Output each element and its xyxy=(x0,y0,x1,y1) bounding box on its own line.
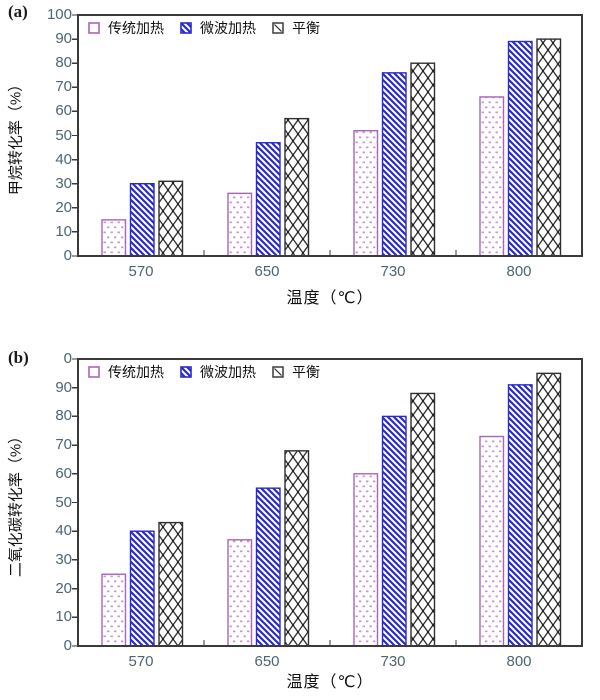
bar-平衡-650 xyxy=(284,117,310,257)
y-tick-label: 20 xyxy=(55,579,72,597)
legend-label: 微波加热 xyxy=(200,20,256,36)
legend-item: 传统加热 xyxy=(88,18,164,38)
y-axis-title-b: 二氧化碳转化率（%） xyxy=(7,428,25,578)
bar-传统加热-800 xyxy=(479,96,505,257)
y-tick-label: 60 xyxy=(55,102,72,120)
bar-微波加热-730 xyxy=(381,72,407,257)
y-tick-label: 90 xyxy=(55,30,72,48)
bar-微波加热-800 xyxy=(507,384,533,647)
legend-label: 平衡 xyxy=(292,20,320,36)
bar-平衡-650 xyxy=(284,450,310,647)
chart-b: (b) 二氧化碳转化率（%） 温度（℃） 0 90 80 70 60 50 40 30 20 10… xyxy=(0,346,600,700)
bar-微波加热-650 xyxy=(255,487,281,647)
legend: 传统加热 微波加热 平衡 xyxy=(88,364,336,380)
x-tick-label: 570 xyxy=(128,263,154,280)
legend-swatch-diagonal-hatch-icon xyxy=(180,366,192,378)
bar-平衡-730 xyxy=(410,62,436,257)
x-tick-label: 570 xyxy=(128,653,154,670)
y-tick-label: 80 xyxy=(55,54,72,72)
legend-item: 平衡 xyxy=(272,362,320,382)
bar-传统加热-650 xyxy=(227,539,253,647)
y-tick-label: 0 xyxy=(63,247,72,264)
legend-item: 传统加热 xyxy=(88,362,164,382)
bar-微波加热-570 xyxy=(129,182,155,257)
y-tick-label: 90 xyxy=(55,378,72,396)
x-tick-label: 730 xyxy=(380,653,406,670)
legend-label: 微波加热 xyxy=(200,364,256,380)
x-tick-label: 650 xyxy=(254,653,280,670)
legend-item: 平衡 xyxy=(272,18,320,38)
legend-swatch-dots-icon xyxy=(88,366,100,378)
bar-传统加热-570 xyxy=(101,573,127,647)
y-tick-label: 30 xyxy=(55,174,72,192)
x-tick-label: 730 xyxy=(380,263,406,280)
bar-微波加热-730 xyxy=(381,415,407,647)
bar-平衡-800 xyxy=(536,38,562,257)
x-tick-label: 650 xyxy=(254,263,280,280)
y-tick-label: 50 xyxy=(55,493,72,511)
y-axis-title-a: 甲烷转化率（%） xyxy=(7,76,25,196)
bar-平衡-570 xyxy=(158,180,184,257)
x-tick-label: 800 xyxy=(506,263,532,280)
bar-传统加热-730 xyxy=(353,129,379,257)
y-tick-label: 40 xyxy=(55,522,72,540)
x-tick-label: 800 xyxy=(506,653,532,670)
legend-item: 微波加热 xyxy=(180,18,256,38)
bar-传统加热-800 xyxy=(479,435,505,647)
legend-swatch-diamond-lattice-icon xyxy=(272,22,284,34)
y-tick-label: 10 xyxy=(55,222,72,240)
y-tick-label: 60 xyxy=(55,464,72,482)
bar-传统加热-650 xyxy=(227,192,253,257)
bar-传统加热-570 xyxy=(101,219,127,257)
y-tick-label: 70 xyxy=(55,78,72,96)
legend: 传统加热 微波加热 平衡 xyxy=(88,20,336,36)
y-tick-label: 0 xyxy=(63,637,72,654)
plot-area xyxy=(72,14,583,257)
y-tick-label: 80 xyxy=(55,407,72,425)
y-tick-label: 50 xyxy=(55,126,72,144)
bar-平衡-800 xyxy=(536,372,562,647)
legend-item: 微波加热 xyxy=(180,362,256,382)
chart-a: (a) 甲烷转化率（%） 温度（℃） 100 90 80 70 60 50 40 30 20 10… xyxy=(0,0,600,332)
bar-微波加热-800 xyxy=(507,40,533,257)
bar-传统加热-730 xyxy=(353,473,379,647)
legend-label: 平衡 xyxy=(292,364,320,380)
legend-label: 传统加热 xyxy=(108,364,164,380)
panel-label-a: (a) xyxy=(8,2,28,21)
plot-area xyxy=(72,358,583,647)
bar-微波加热-650 xyxy=(255,142,281,257)
x-axis-title-a: 温度（℃） xyxy=(286,290,374,307)
bar-平衡-730 xyxy=(410,392,436,647)
legend-swatch-dots-icon xyxy=(88,22,100,34)
y-tick-label: 100 xyxy=(46,6,72,23)
x-axis-title-b: 温度（℃） xyxy=(286,674,374,691)
legend-swatch-diamond-lattice-icon xyxy=(272,366,284,378)
y-tick-label: 30 xyxy=(55,550,72,568)
bar-微波加热-570 xyxy=(129,530,155,647)
bar-平衡-570 xyxy=(158,521,184,647)
y-tick-label: 10 xyxy=(55,608,72,626)
y-tick-label: 70 xyxy=(55,436,72,454)
y-tick-label: 0 xyxy=(63,350,72,367)
legend-swatch-diagonal-hatch-icon xyxy=(180,22,192,34)
legend-label: 传统加热 xyxy=(108,20,164,36)
panel-label-b: (b) xyxy=(8,348,29,367)
y-tick-label: 20 xyxy=(55,198,72,216)
y-tick-label: 40 xyxy=(55,150,72,168)
